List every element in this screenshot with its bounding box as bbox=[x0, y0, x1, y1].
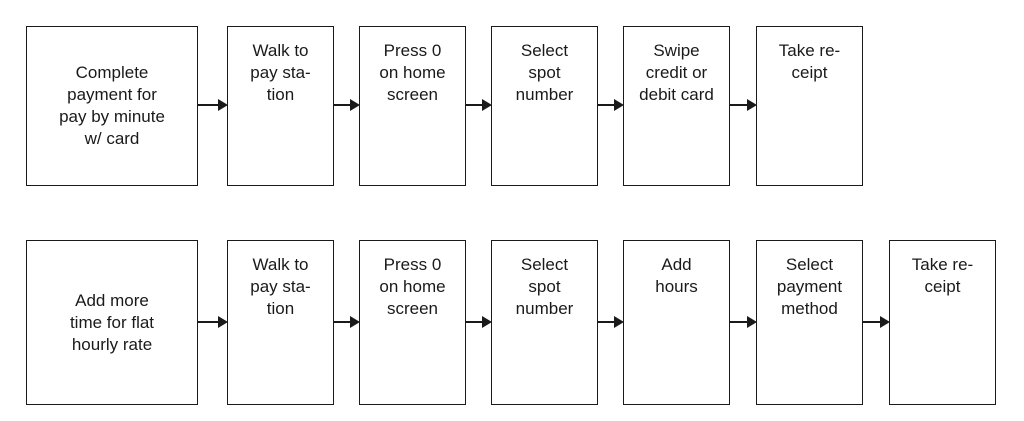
flow-2-step-6-box: Take re- ceipt bbox=[889, 240, 996, 405]
flow-1-arrow-5 bbox=[730, 99, 757, 111]
flow-1-step-4-box: Swipe credit or debit card bbox=[623, 26, 730, 186]
flow-2-step-3-box: Select spot number bbox=[491, 240, 598, 405]
flow-1-arrow-4 bbox=[598, 99, 624, 111]
flow-2-arrow-3 bbox=[466, 316, 492, 328]
flow-2-step-3-label: Select spot number bbox=[515, 255, 574, 318]
flow-2-step-1-label: Walk to pay sta- tion bbox=[250, 255, 311, 318]
flow-2-arrow-1 bbox=[198, 316, 228, 328]
flow-2-arrow-2 bbox=[334, 316, 360, 328]
flow-1-step-5-label: Take re- ceipt bbox=[778, 41, 841, 82]
flow-1-step-2-box: Press 0 on home screen bbox=[359, 26, 466, 186]
flow-2-start-box: Add more time for flat hourly rate bbox=[26, 240, 198, 405]
flow-2-step-6-label: Take re- ceipt bbox=[911, 255, 974, 296]
flow-1-step-5-box: Take re- ceipt bbox=[756, 26, 863, 186]
flow-2-step-1-box: Walk to pay sta- tion bbox=[227, 240, 334, 405]
flow-2-arrow-6 bbox=[863, 316, 890, 328]
flow-1-step-2-label: Press 0 on home screen bbox=[379, 41, 446, 104]
flow-2-step-5-label: Select payment method bbox=[776, 255, 843, 318]
flow-2-step-5-box: Select payment method bbox=[756, 240, 863, 405]
flow-2-arrow-5 bbox=[730, 316, 757, 328]
flow-2-arrow-4 bbox=[598, 316, 624, 328]
flow-1-arrow-1 bbox=[198, 99, 228, 111]
flow-1-arrow-2 bbox=[334, 99, 360, 111]
flow-flat-hourly-rate: Add more time for flat hourly rate Walk … bbox=[0, 240, 1024, 405]
flow-2-start-label: Add more time for flat hourly rate bbox=[69, 290, 155, 354]
flow-2-step-2-box: Press 0 on home screen bbox=[359, 240, 466, 405]
flow-2-step-4-box: Add hours bbox=[623, 240, 730, 405]
flow-1-step-3-label: Select spot number bbox=[515, 41, 574, 104]
flow-pay-by-minute: Complete payment for pay by minute w/ ca… bbox=[0, 26, 1024, 186]
flow-1-arrow-3 bbox=[466, 99, 492, 111]
flow-2-step-2-label: Press 0 on home screen bbox=[379, 255, 446, 318]
flow-1-start-label: Complete payment for pay by minute w/ ca… bbox=[59, 63, 165, 148]
flow-1-step-1-label: Walk to pay sta- tion bbox=[250, 41, 311, 104]
flow-1-step-3-box: Select spot number bbox=[491, 26, 598, 186]
flow-1-start-box: Complete payment for pay by minute w/ ca… bbox=[26, 26, 198, 186]
flow-2-step-4-label: Add hours bbox=[655, 255, 698, 296]
flow-1-step-1-box: Walk to pay sta- tion bbox=[227, 26, 334, 186]
flow-1-step-4-label: Swipe credit or debit card bbox=[639, 41, 714, 104]
